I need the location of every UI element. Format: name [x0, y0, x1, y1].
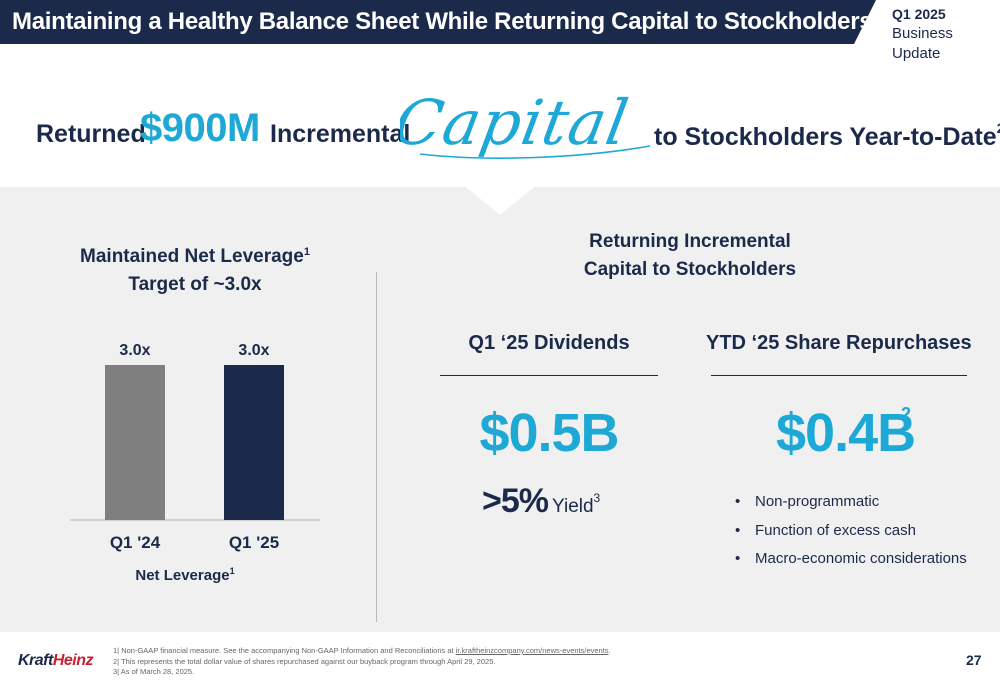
returning-title: Returning Incremental Capital to Stockho… [540, 228, 840, 284]
dividends-rule [440, 375, 658, 376]
chart-caption: Net Leverage1 [100, 566, 270, 584]
headline-tail-text: to Stockholders Year-to-Date [654, 123, 997, 151]
repurchases-rule [711, 375, 967, 376]
vertical-divider [376, 272, 377, 622]
leverage-title: Maintained Net Leverage1 Target of ~3.0x [30, 238, 360, 299]
footnote-1: 1| Non-GAAP financial measure. See the a… [113, 646, 611, 657]
returning-title-line1: Returning Incremental [589, 231, 791, 252]
chart-data-label: 3.0x [119, 342, 150, 359]
chart-tick-label: Q1 '25 [229, 533, 279, 552]
net-leverage-chart: 3.0x Q1 '24 3.0x Q1 '25 [60, 320, 350, 590]
headline-tail: to Stockholders Year-to-Date2 [654, 120, 1000, 152]
logo-kraft: Kraft [18, 652, 53, 669]
kraft-heinz-logo: KraftHeinz [18, 652, 94, 670]
dividend-yield-label: Yield [552, 496, 594, 517]
leverage-title-sup: 1 [303, 246, 310, 258]
bullet-item: Non-programmatic [735, 488, 967, 517]
bullet-item: Macro-economic considerations [735, 545, 967, 574]
capital-script-word: Capital [400, 86, 651, 159]
chart-caption-sup: 1 [229, 566, 235, 576]
title-bar: Maintaining a Healthy Balance Sheet Whil… [0, 0, 876, 44]
capital-script-text: Capital [400, 86, 634, 158]
footnote-1-suffix: . [608, 646, 611, 655]
headline-incremental: Incremental [270, 120, 411, 148]
headline-tail-sup: 2 [997, 120, 1000, 136]
doc-type-label: Business Update [892, 25, 953, 62]
dividend-yield-sup: 3 [593, 491, 601, 505]
dividends-value: $0.5B [479, 403, 619, 463]
page-number: 27 [966, 652, 982, 668]
headline-returned: Returned [36, 120, 146, 148]
bullet-item: Function of excess cash [735, 517, 967, 546]
dividend-yield: >5% Yield3 [482, 482, 600, 521]
dividend-yield-pct: >5% [482, 482, 549, 520]
returning-title-line2: Capital to Stockholders [583, 259, 797, 280]
leverage-title-line2: Target of ~3.0x [128, 274, 262, 295]
chart-data-label: 3.0x [238, 342, 269, 359]
slide-title: Maintaining a Healthy Balance Sheet Whil… [12, 8, 873, 35]
headline-amount: $900M [140, 106, 260, 150]
footnote-1-link[interactable]: ir.kraftheinzcompany.com/news-events/eve… [455, 646, 609, 655]
quarter-tag: Q1 2025 Business Update [892, 4, 1000, 64]
footnotes: 1| Non-GAAP financial measure. See the a… [113, 646, 611, 678]
repurchases-bullets: Non-programmatic Function of excess cash… [735, 488, 967, 574]
logo-heinz: Heinz [52, 652, 94, 669]
footnote-1-prefix: 1| Non-GAAP financial measure. See the a… [113, 646, 456, 655]
repurchases-value: $0.4B [776, 403, 916, 463]
repurchases-value-sup: 2 [901, 404, 912, 424]
net-leverage-chart-svg: 3.0x Q1 '24 3.0x Q1 '25 [70, 342, 320, 552]
leverage-title-line1: Maintained Net Leverage [80, 246, 304, 267]
repurchases-heading: YTD ‘25 Share Repurchases [706, 332, 972, 354]
dividends-heading: Q1 ‘25 Dividends [468, 332, 630, 354]
footnote-2: 2| This represents the total dollar valu… [113, 656, 496, 666]
footnote-3: 3| As of March 28, 2025. [113, 667, 195, 676]
chart-bar [224, 365, 284, 520]
panel-notch [466, 187, 534, 215]
chart-tick-label: Q1 '24 [110, 533, 161, 552]
headline: Returned $900M Incremental Capital to St… [0, 86, 1000, 176]
chart-caption-text: Net Leverage [135, 567, 230, 584]
quarter-label: Q1 2025 [892, 6, 946, 22]
chart-bar [105, 365, 165, 520]
